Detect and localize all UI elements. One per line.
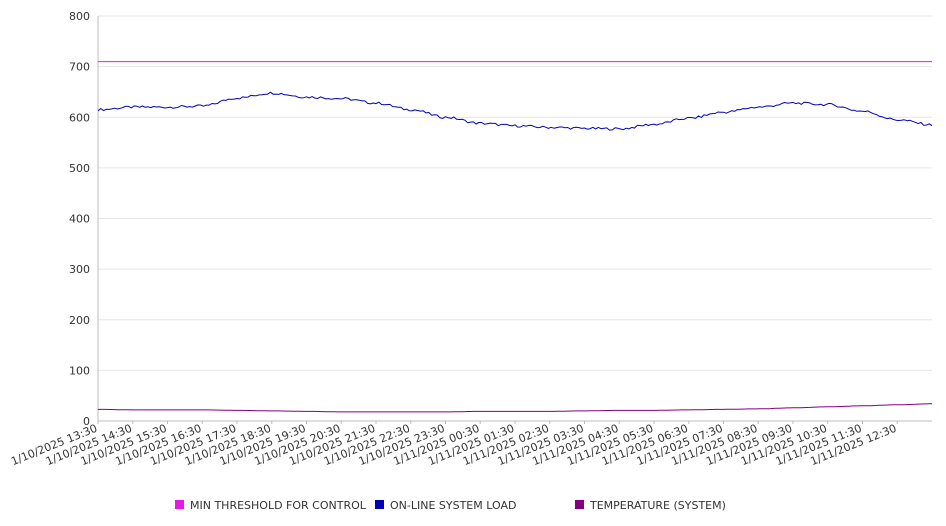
y-tick-label: 300	[69, 263, 90, 276]
series-line-1	[97, 91, 933, 131]
y-tick-label: 700	[69, 61, 90, 74]
series-lines	[97, 61, 933, 413]
legend-label-1: ON-LINE SYSTEM LOAD	[390, 499, 516, 512]
legend-swatch-1	[375, 500, 384, 509]
gridlines	[98, 15, 932, 422]
y-tick-label: 0	[83, 415, 90, 428]
y-tick-label: 600	[69, 111, 90, 124]
series-line-2	[98, 403, 932, 413]
legend-label-0: MIN THRESHOLD FOR CONTROL	[190, 499, 367, 512]
y-tick-label: 500	[69, 162, 90, 175]
legend-label-2: TEMPERATURE (SYSTEM)	[589, 499, 726, 512]
legend-swatch-2	[575, 500, 584, 509]
y-tick-label: 400	[69, 213, 90, 226]
legend-swatch-0	[175, 500, 184, 509]
axes: 0 100 200 300 400 500 600 700 800	[69, 10, 932, 428]
x-tick-labels: 1/10/2025 13:301/10/2025 14:301/10/2025 …	[9, 422, 898, 468]
y-tick-label: 100	[69, 364, 90, 377]
y-tick-label: 200	[69, 314, 90, 327]
y-tick-label: 800	[69, 10, 90, 23]
legend: MIN THRESHOLD FOR CONTROL ON-LINE SYSTEM …	[175, 499, 726, 512]
